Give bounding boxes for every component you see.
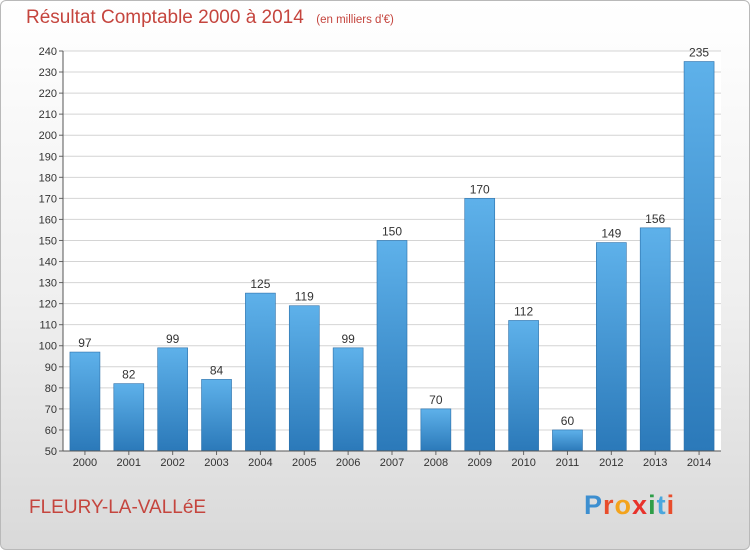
bar-value-label: 112 <box>514 304 533 318</box>
x-tick-label: 2012 <box>599 457 623 469</box>
bar <box>113 383 145 452</box>
y-tick-label: 190 <box>39 151 57 163</box>
bar-value-label: 97 <box>78 336 92 350</box>
x-tick-label: 2009 <box>467 457 491 469</box>
bar-value-label: 70 <box>429 393 443 407</box>
x-tick-label: 2006 <box>336 457 360 469</box>
y-tick-label: 50 <box>45 446 57 458</box>
x-tick-label: 2005 <box>292 457 316 469</box>
brand-letter: x <box>632 490 649 520</box>
bar <box>464 198 496 452</box>
y-tick-label: 70 <box>45 404 57 416</box>
y-tick-label: 230 <box>39 67 57 79</box>
x-tick-label: 2010 <box>511 457 535 469</box>
y-tick-label: 130 <box>39 278 57 290</box>
bar-value-label: 84 <box>210 363 224 377</box>
bar-value-label: 60 <box>561 414 575 428</box>
x-tick-label: 2000 <box>73 457 97 469</box>
bar <box>245 292 276 452</box>
bar-value-label: 82 <box>122 368 136 382</box>
bar-value-label: 99 <box>166 332 180 346</box>
y-tick-label: 110 <box>39 320 57 332</box>
x-tick-label: 2008 <box>424 457 448 469</box>
bar <box>157 347 188 452</box>
brand-letter: i <box>648 490 657 520</box>
bar-value-label: 235 <box>689 46 709 60</box>
y-tick-label: 160 <box>39 214 57 226</box>
y-tick-label: 210 <box>39 109 57 121</box>
y-tick-label: 150 <box>39 235 57 247</box>
bar <box>552 429 583 452</box>
x-tick-label: 2004 <box>248 457 272 469</box>
y-tick-label: 170 <box>39 193 57 205</box>
y-tick-label: 200 <box>39 130 57 142</box>
y-tick-label: 120 <box>39 299 57 311</box>
bar-value-label: 150 <box>382 224 402 238</box>
y-tick-label: 90 <box>45 362 57 374</box>
brand-letter: P <box>584 490 604 520</box>
bar <box>596 242 627 452</box>
x-tick-label: 2014 <box>687 457 711 469</box>
bar <box>683 61 715 452</box>
bar <box>639 227 671 452</box>
bar <box>69 351 101 452</box>
chart-unit: (en milliers d'€) <box>316 14 394 26</box>
y-tick-label: 140 <box>39 257 57 269</box>
y-tick-label: 60 <box>45 425 57 437</box>
y-tick-label: 220 <box>39 88 57 100</box>
x-tick-label: 2002 <box>160 457 184 469</box>
bar <box>508 320 539 452</box>
y-tick-label: 100 <box>39 341 57 353</box>
bar <box>376 240 408 452</box>
brand-letter: r <box>603 490 615 520</box>
bar-value-label: 99 <box>341 332 355 346</box>
brand-letter: t <box>656 490 667 520</box>
x-tick-label: 2003 <box>204 457 228 469</box>
brand-logo: Proxiti <box>584 490 675 521</box>
x-tick-label: 2013 <box>643 457 667 469</box>
bar-value-label: 149 <box>601 227 621 241</box>
commune-name: FLEURY-LA-VALLéE <box>29 497 207 518</box>
bar-value-label: 170 <box>470 182 490 196</box>
brand-letter: i <box>666 490 676 520</box>
x-tick-label: 2007 <box>380 457 404 469</box>
bar <box>420 408 452 452</box>
brand-letter: o <box>614 490 633 520</box>
bar <box>201 379 232 452</box>
chart-title: Résultat Comptable 2000 à 2014 <box>26 7 304 28</box>
y-tick-label: 180 <box>39 172 57 184</box>
y-tick-label: 240 <box>39 46 57 58</box>
bar <box>288 305 320 452</box>
x-tick-label: 2011 <box>556 457 580 469</box>
chart-header: Résultat Comptable 2000 à 2014 (en milli… <box>26 7 394 29</box>
y-tick-label: 80 <box>45 383 57 395</box>
bar <box>332 347 364 452</box>
bar-value-label: 156 <box>645 212 665 226</box>
bar-value-label: 125 <box>250 277 270 291</box>
bar-value-label: 119 <box>295 290 314 304</box>
x-tick-label: 2001 <box>117 457 141 469</box>
